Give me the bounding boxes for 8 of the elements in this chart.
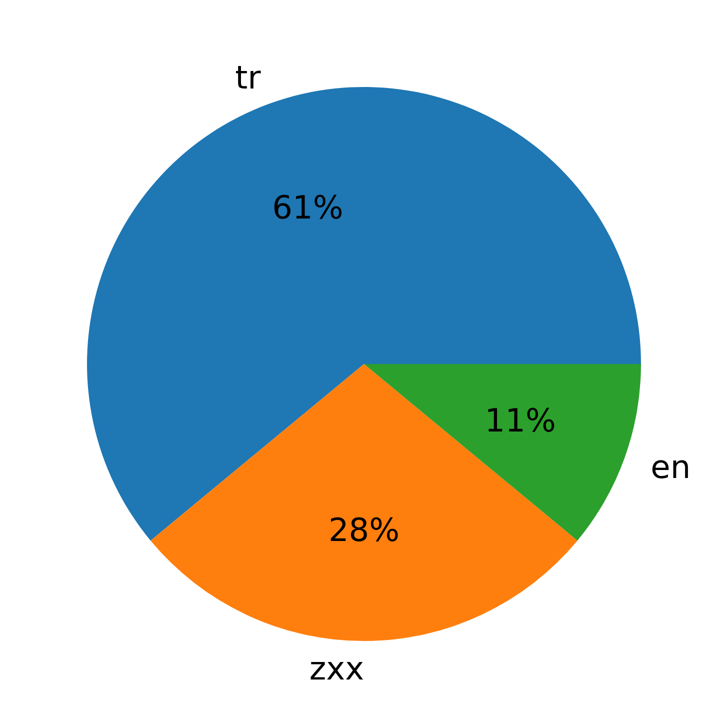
data-label: 28%: [328, 511, 400, 550]
data-label: 61%: [272, 188, 344, 227]
slice-label: en: [650, 448, 691, 486]
slice-label: zxx: [309, 650, 364, 688]
slice-label: tr: [235, 58, 262, 96]
pie-slice: [87, 87, 641, 541]
data-label: 11%: [484, 401, 556, 440]
pie-slice: [150, 364, 578, 641]
